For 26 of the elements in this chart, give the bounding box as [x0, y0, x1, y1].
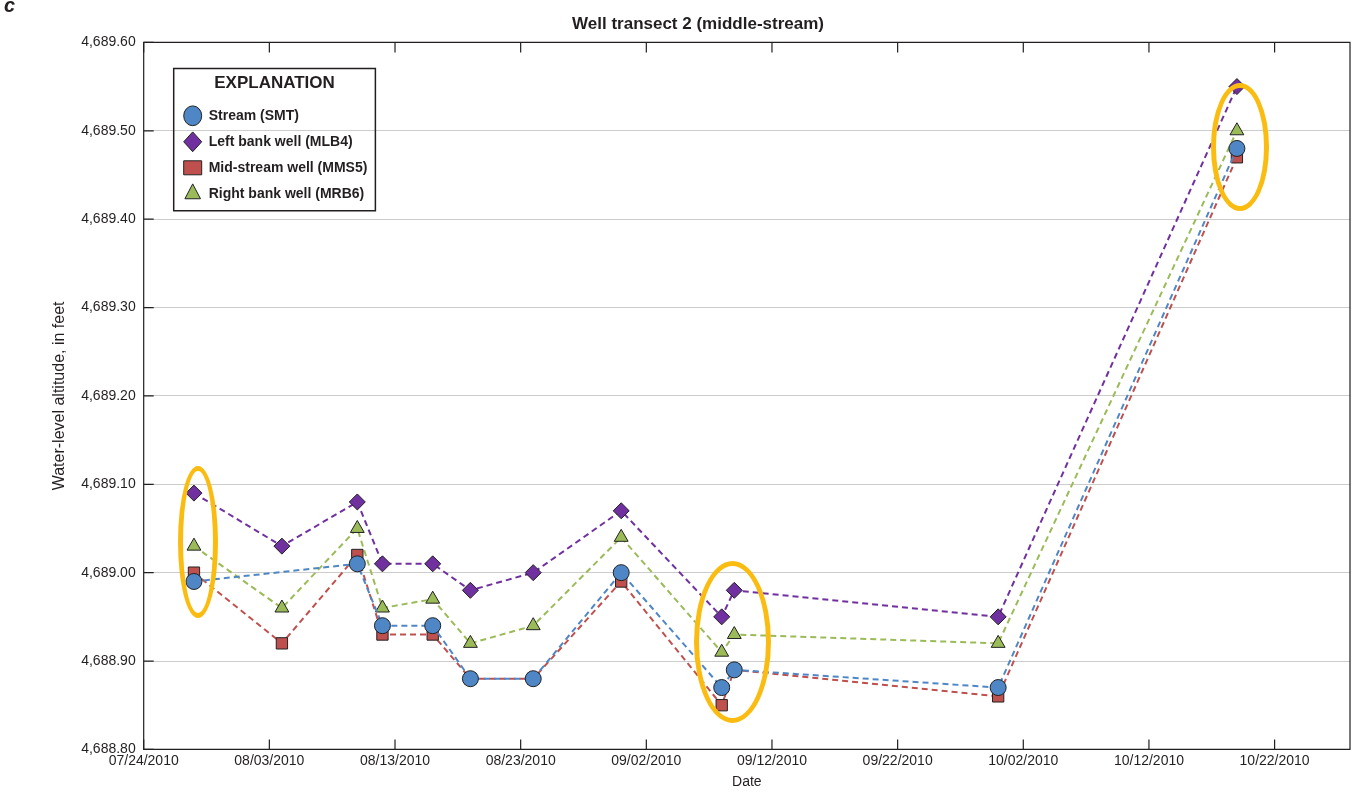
x-tick-label: 10/02/2010 [988, 751, 1059, 768]
text: c [4, 0, 16, 17]
legend-label: Right bank well (MRB6) [208, 184, 365, 201]
y-tick-label: 4,689.60 [81, 33, 136, 50]
x-axis-title: Date [732, 773, 762, 790]
chart-title: Well transect 2 (middle-stream) [572, 13, 824, 33]
x-tick-label: 09/22/2010 [862, 751, 933, 768]
x-tick-label: 10/12/2010 [1113, 751, 1185, 768]
x-tick-label: 08/23/2010 [485, 751, 556, 768]
y-tick-label: 4,689.50 [81, 121, 136, 138]
legend-title: EXPLANATION [214, 72, 335, 92]
legend-label: Left bank well (MLB4) [208, 132, 353, 149]
legend-label: Stream (SMT) [208, 106, 299, 123]
y-tick-label: 4,689.00 [81, 563, 136, 580]
y-tick-label: 4,689.20 [81, 386, 136, 403]
x-tick-label: 08/13/2010 [359, 751, 431, 768]
y-tick-label: 4,688.90 [81, 651, 136, 668]
y-tick-label: 4,689.30 [81, 298, 136, 315]
y-tick-label: 4,689.10 [81, 475, 136, 492]
y-axis-title: Water-level altitude, in feet [50, 300, 68, 491]
x-tick-label: 08/03/2010 [234, 751, 305, 768]
x-tick-label: 09/12/2010 [736, 751, 808, 768]
x-tick-label: 09/02/2010 [611, 751, 682, 768]
legend-label: Mid-stream well (MMS5) [208, 158, 368, 175]
y-tick-label: 4,689.40 [81, 210, 136, 227]
x-tick-label: 10/22/2010 [1239, 751, 1310, 768]
